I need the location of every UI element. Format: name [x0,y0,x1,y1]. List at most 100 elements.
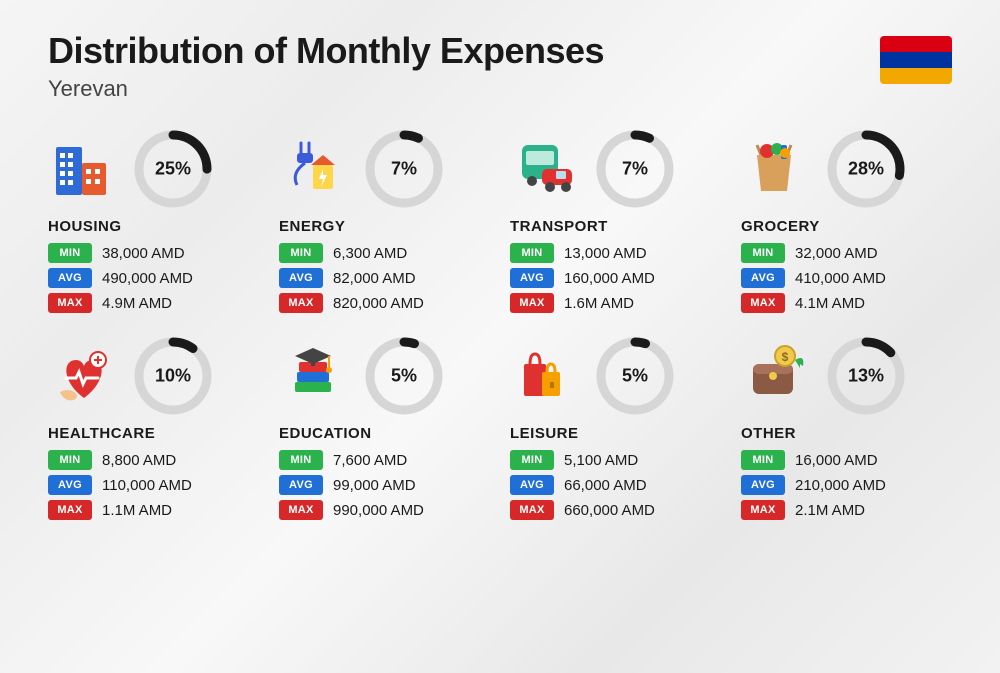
card-top: 10% [48,337,259,415]
min-badge: MIN [48,243,92,263]
row-avg: AVG 99,000 AMD [279,475,490,495]
category-card: 5% LEISURE MIN 5,100 AMD AVG 66,000 AMD … [510,337,721,520]
min-badge: MIN [510,450,554,470]
row-min: MIN 32,000 AMD [741,243,952,263]
other-icon: $ [741,340,813,412]
value-rows: MIN 5,100 AMD AVG 66,000 AMD MAX 660,000… [510,450,721,520]
value-rows: MIN 7,600 AMD AVG 99,000 AMD MAX 990,000… [279,450,490,520]
pct-donut: 25% [134,130,212,208]
pct-donut: 5% [365,337,443,415]
pct-label: 5% [391,366,417,387]
category-card: 28% GROCERY MIN 32,000 AMD AVG 410,000 A… [741,130,952,313]
max-value: 1.6M AMD [564,295,634,312]
pct-label: 7% [622,159,648,180]
category-name: ENERGY [279,218,490,235]
category-name: TRANSPORT [510,218,721,235]
row-max: MAX 660,000 AMD [510,500,721,520]
avg-badge: AVG [510,475,554,495]
min-badge: MIN [279,450,323,470]
row-avg: AVG 66,000 AMD [510,475,721,495]
row-max: MAX 4.9M AMD [48,293,259,313]
max-badge: MAX [279,500,323,520]
avg-badge: AVG [510,268,554,288]
transport-icon [510,133,582,205]
education-icon [279,340,351,412]
titles: Distribution of Monthly Expenses Yerevan [48,30,604,102]
page-subtitle: Yerevan [48,76,604,102]
category-card: 7% ENERGY MIN 6,300 AMD AVG 82,000 AMD M… [279,130,490,313]
category-card: 5% EDUCATION MIN 7,600 AMD AVG 99,000 AM… [279,337,490,520]
category-name: EDUCATION [279,425,490,442]
grocery-icon [741,133,813,205]
card-top: 5% [279,337,490,415]
max-badge: MAX [510,500,554,520]
housing-icon [48,133,120,205]
row-min: MIN 8,800 AMD [48,450,259,470]
row-avg: AVG 490,000 AMD [48,268,259,288]
min-badge: MIN [741,243,785,263]
pct-donut: 7% [365,130,443,208]
category-name: HEALTHCARE [48,425,259,442]
row-max: MAX 2.1M AMD [741,500,952,520]
category-name: OTHER [741,425,952,442]
min-value: 32,000 AMD [795,245,878,262]
row-max: MAX 4.1M AMD [741,293,952,313]
card-top: 7% [510,130,721,208]
min-badge: MIN [48,450,92,470]
pct-label: 7% [391,159,417,180]
pct-donut: 10% [134,337,212,415]
row-max: MAX 820,000 AMD [279,293,490,313]
flag-stripe-2 [880,52,952,68]
avg-value: 490,000 AMD [102,270,193,287]
avg-badge: AVG [741,268,785,288]
avg-value: 110,000 AMD [102,477,192,494]
avg-badge: AVG [741,475,785,495]
row-min: MIN 16,000 AMD [741,450,952,470]
max-badge: MAX [48,293,92,313]
category-card: 25% HOUSING MIN 38,000 AMD AVG 490,000 A… [48,130,259,313]
min-value: 13,000 AMD [564,245,647,262]
max-badge: MAX [741,500,785,520]
card-top: $ 13% [741,337,952,415]
row-avg: AVG 160,000 AMD [510,268,721,288]
pct-label: 25% [155,159,191,180]
row-max: MAX 990,000 AMD [279,500,490,520]
row-min: MIN 7,600 AMD [279,450,490,470]
min-value: 38,000 AMD [102,245,185,262]
row-avg: AVG 110,000 AMD [48,475,259,495]
card-top: 25% [48,130,259,208]
card-top: 5% [510,337,721,415]
pct-label: 28% [848,159,884,180]
category-card: 10% HEALTHCARE MIN 8,800 AMD AVG 110,000… [48,337,259,520]
max-badge: MAX [741,293,785,313]
max-badge: MAX [48,500,92,520]
value-rows: MIN 8,800 AMD AVG 110,000 AMD MAX 1.1M A… [48,450,259,520]
avg-value: 410,000 AMD [795,270,886,287]
row-avg: AVG 210,000 AMD [741,475,952,495]
healthcare-icon [48,340,120,412]
pct-label: 13% [848,366,884,387]
avg-value: 82,000 AMD [333,270,416,287]
max-value: 660,000 AMD [564,502,655,519]
value-rows: MIN 38,000 AMD AVG 490,000 AMD MAX 4.9M … [48,243,259,313]
value-rows: MIN 6,300 AMD AVG 82,000 AMD MAX 820,000… [279,243,490,313]
pct-donut: 28% [827,130,905,208]
energy-icon [279,133,351,205]
min-value: 16,000 AMD [795,452,878,469]
svg-text:$: $ [782,350,789,364]
avg-value: 160,000 AMD [564,270,655,287]
row-min: MIN 38,000 AMD [48,243,259,263]
max-value: 4.1M AMD [795,295,865,312]
header: Distribution of Monthly Expenses Yerevan [48,30,952,102]
min-badge: MIN [279,243,323,263]
max-value: 1.1M AMD [102,502,172,519]
value-rows: MIN 32,000 AMD AVG 410,000 AMD MAX 4.1M … [741,243,952,313]
category-grid: 25% HOUSING MIN 38,000 AMD AVG 490,000 A… [48,130,952,520]
min-value: 7,600 AMD [333,452,407,469]
avg-badge: AVG [279,475,323,495]
leisure-icon [510,340,582,412]
max-badge: MAX [279,293,323,313]
max-value: 820,000 AMD [333,295,424,312]
avg-badge: AVG [48,475,92,495]
flag-stripe-1 [880,36,952,52]
